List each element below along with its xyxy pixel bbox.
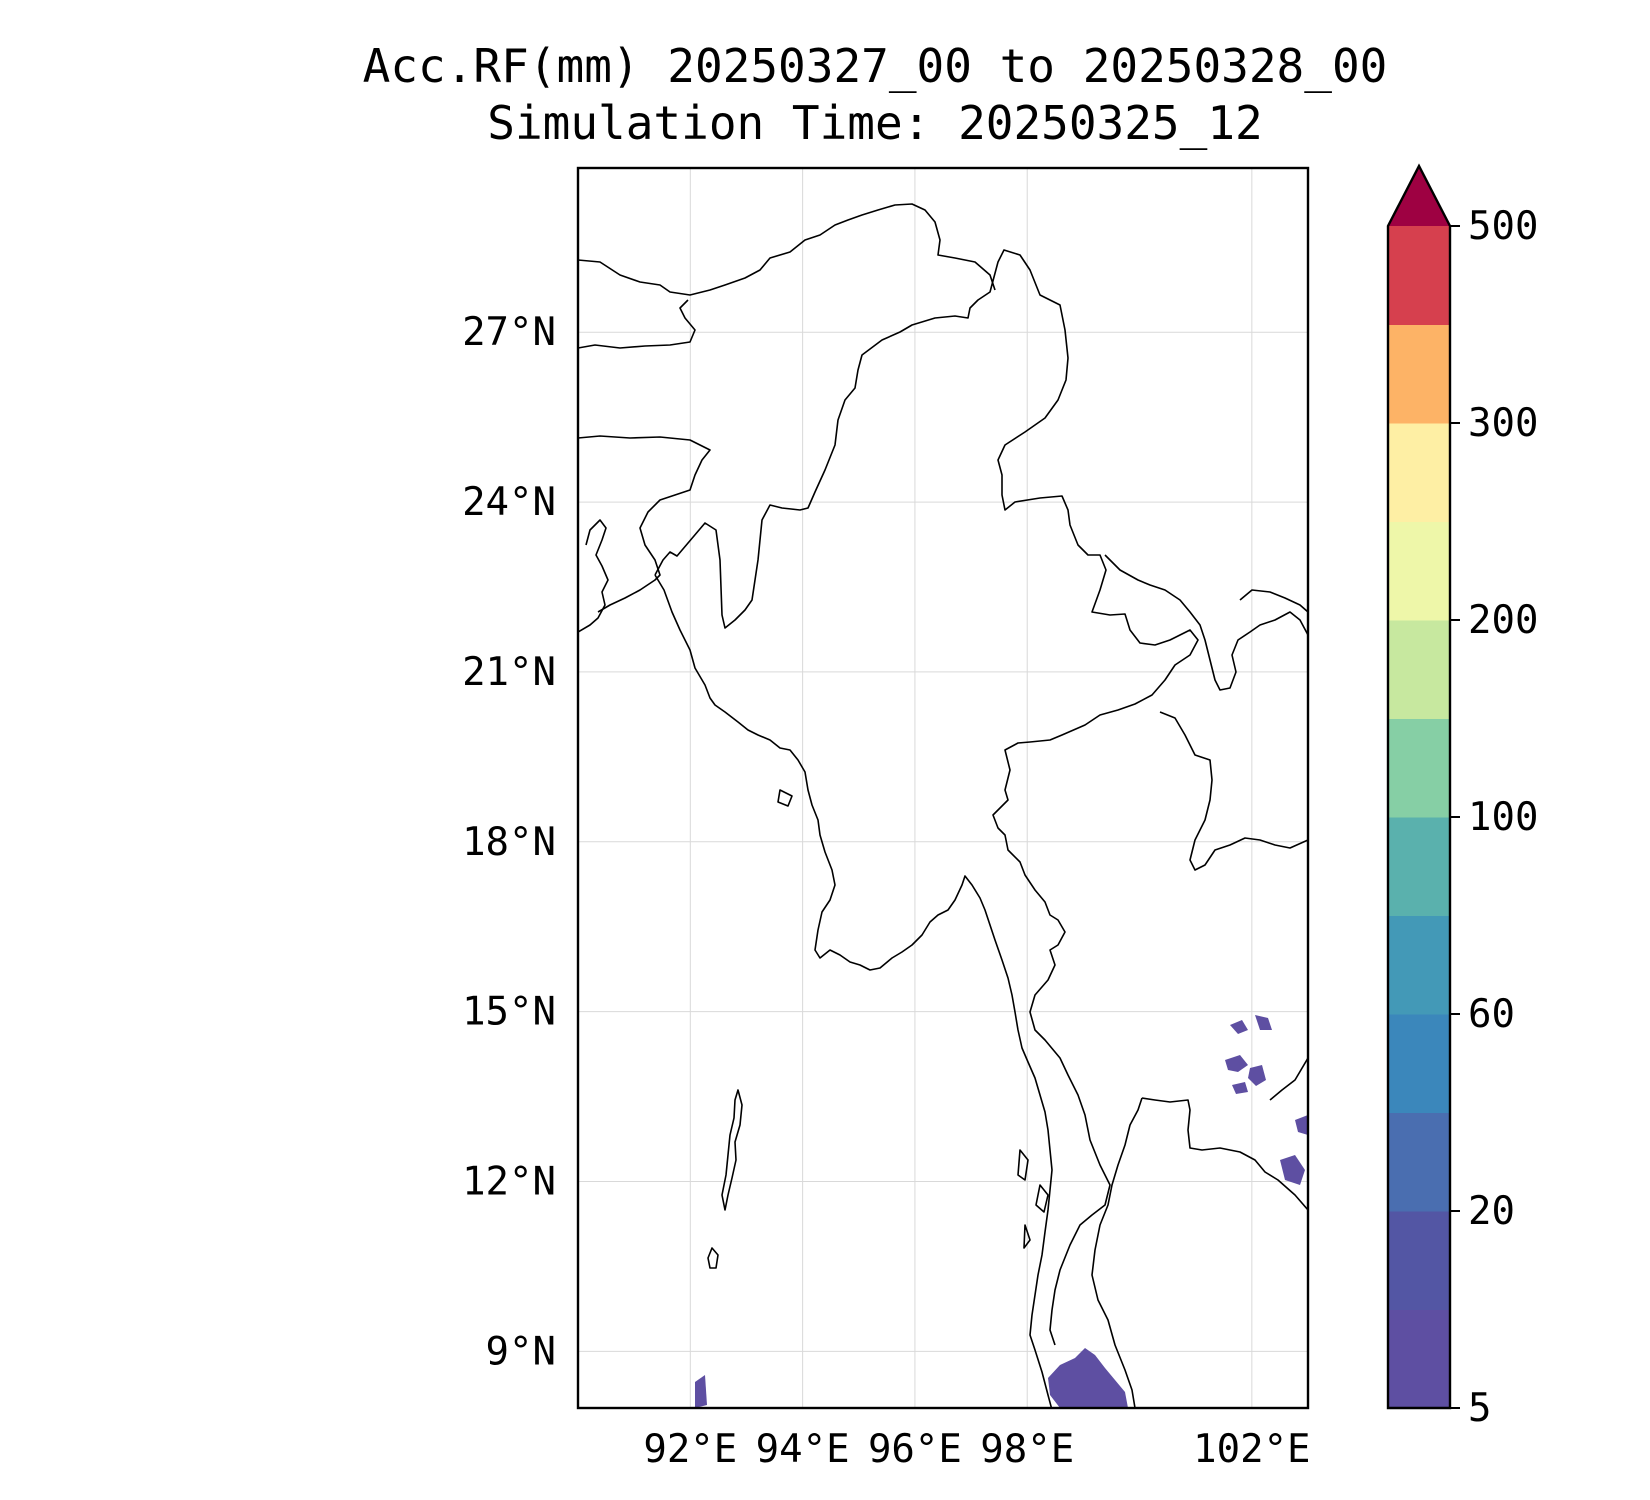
boundaries (578, 203, 1308, 1408)
rainfall-patch-thailand-4 (1255, 1015, 1272, 1030)
colorbar-segment-6 (1388, 718, 1450, 818)
rainfall-patch-thailand-1 (1225, 1055, 1248, 1072)
colorbar-segment-0 (1388, 1309, 1450, 1409)
colorbar-tick-label-2: 60 (1468, 992, 1515, 1037)
longitude-tick-labels: 92°E 94°E 96°E 98°E 102°E (643, 1427, 1310, 1472)
colorbar-segment-5 (1388, 817, 1450, 916)
colorbar: 5 20 60 100 200 300 500 (1386, 163, 1538, 1431)
colorbar-segment-9 (1388, 423, 1450, 522)
map-title-line-1: Acc.RF(mm) 20250327_00 to 20250328_00 (362, 39, 1388, 93)
malay-coast (1091, 1097, 1143, 1408)
myanmar-coast (654, 574, 1053, 1408)
map-panel (576, 166, 1310, 1410)
bangladesh-coast (578, 519, 609, 633)
thailand-laos-border (1104, 554, 1308, 691)
bangladesh-border (578, 435, 711, 613)
lon-tick-label-2: 96°E (868, 1427, 962, 1472)
rainfall-areas (695, 1015, 1308, 1408)
colorbar-segment-1 (1388, 1211, 1450, 1310)
latitude-tick-labels: 27°N 24°N 21°N 18°N 15°N 12°N 9°N (462, 310, 556, 1374)
map-title-line-2: Simulation Time: 20250325_12 (487, 96, 1263, 150)
thailand-border-east (1159, 711, 1308, 871)
lon-tick-label-0: 92°E (643, 1427, 737, 1472)
colorbar-tick-label-1: 20 (1468, 1189, 1515, 1234)
thailand-coast (1141, 1097, 1308, 1211)
rainfall-patch-thailand-6 (1232, 1082, 1248, 1094)
colorbar-frame (1386, 163, 1452, 1410)
andaman-islands (721, 1089, 743, 1211)
colorbar-segment-4 (1388, 915, 1450, 1015)
rainfall-patch-thailand-2 (1248, 1065, 1266, 1086)
cambodia-coast (1269, 1057, 1308, 1101)
colorbar-segment-10 (1388, 324, 1450, 424)
lon-tick-label-4: 102°E (1193, 1427, 1310, 1472)
india-border-north (578, 203, 996, 296)
rainfall-patch-thailand-3 (1230, 1020, 1248, 1034)
map-background (578, 168, 1308, 1408)
rainfall-patch-cambodia (1295, 1115, 1308, 1135)
colorbar-segment-2 (1388, 1112, 1450, 1212)
colorbar-tick-label-3: 100 (1468, 795, 1538, 840)
colorbar-tick-label-5: 300 (1468, 401, 1538, 446)
myanmar-border (654, 249, 1199, 1346)
colorbar-tick-label-4: 200 (1468, 598, 1538, 643)
lat-tick-label-0: 27°N (462, 310, 556, 355)
lat-tick-label-3: 18°N (462, 820, 556, 865)
laos-border (1239, 589, 1308, 613)
colorbar-tick-label-6: 500 (1468, 204, 1538, 249)
lat-tick-label-1: 24°N (462, 480, 556, 525)
lon-tick-label-3: 98°E (980, 1427, 1074, 1472)
rainfall-patch-southern-myanmar (1048, 1348, 1128, 1408)
lat-tick-label-5: 12°N (462, 1160, 556, 1205)
map-frame (576, 166, 1310, 1410)
little-andaman (707, 1247, 719, 1269)
lon-tick-label-1: 94°E (756, 1427, 850, 1472)
lat-tick-label-4: 15°N (462, 990, 556, 1035)
rainfall-patch-thailand-5 (1280, 1155, 1305, 1185)
cheduba-island (777, 789, 793, 807)
colorbar-tick-label-0: 5 (1468, 1386, 1491, 1431)
colorbar-extend-arrow (1388, 166, 1450, 226)
gridlines (578, 168, 1308, 1408)
colorbar-segment-3 (1388, 1014, 1450, 1113)
colorbar-segment-8 (1388, 521, 1450, 621)
colorbar-segment-11 (1388, 226, 1450, 325)
lat-tick-label-2: 21°N (462, 650, 556, 695)
myanmar-islands (1017, 1149, 1049, 1249)
rainfall-patch-nicobar (695, 1375, 707, 1408)
colorbar-segment-7 (1388, 620, 1450, 719)
lat-tick-label-6: 9°N (486, 1329, 556, 1374)
india-border-assam (578, 299, 696, 349)
